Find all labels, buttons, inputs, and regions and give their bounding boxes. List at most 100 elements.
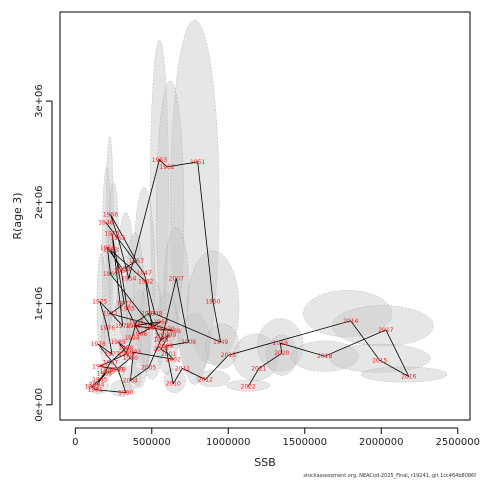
footer-credit: stockassessment.org, NEACod-2025_Final, … xyxy=(303,473,476,479)
uncertainty-ellipse xyxy=(332,305,434,347)
uncertainty-ellipse xyxy=(129,290,150,388)
year-point-label: 2010 xyxy=(166,381,181,388)
year-point-label: 1999 xyxy=(161,332,176,339)
year-point-label: 2001 xyxy=(161,351,176,358)
year-point-label: 1964 xyxy=(114,268,129,275)
year-point-label: 2006 xyxy=(155,333,170,340)
x-tick-label: 1000000 xyxy=(206,437,251,448)
plot-frame xyxy=(59,11,471,421)
year-point-label: 1971 xyxy=(103,311,118,318)
uncertainty-ellipse xyxy=(110,380,133,397)
year-point-label: 1984 xyxy=(89,382,104,389)
year-point-label: 1950 xyxy=(205,299,220,306)
year-point-label: 2003 xyxy=(126,349,141,356)
uncertainty-ellipse xyxy=(226,379,270,392)
year-point-label: 1956 xyxy=(103,211,118,218)
year-point-label: 1954 xyxy=(121,275,136,282)
y-tick-label: 1e+06 xyxy=(34,287,45,321)
year-point-label: 1994 xyxy=(124,335,139,342)
year-point-label: 2022 xyxy=(241,384,256,391)
year-point-label: 1973 xyxy=(104,231,119,238)
year-point-label: 2011 xyxy=(175,365,190,372)
uncertainty-ellipse xyxy=(156,80,185,345)
year-point-label: 1959 xyxy=(100,245,115,252)
year-point-label: 2017 xyxy=(378,327,393,334)
year-point-label: 1947 xyxy=(137,270,152,277)
y-tick-label: 2e+06 xyxy=(34,186,45,220)
year-point-label: 1983 xyxy=(100,368,115,375)
year-point-label: 1968 xyxy=(126,323,141,330)
uncertainty-ellipse xyxy=(329,343,431,373)
year-point-label: 1961 xyxy=(144,324,159,331)
year-point-label: 1967 xyxy=(153,319,168,326)
year-point-label: 1989 xyxy=(110,339,125,346)
year-point-label: 2019 xyxy=(273,340,288,347)
uncertainty-ellipse xyxy=(163,227,189,350)
year-point-label: 1996 xyxy=(141,311,156,318)
sr-trajectory-line xyxy=(91,159,410,394)
year-point-label: 1949 xyxy=(213,339,228,346)
year-point-label: 1993 xyxy=(118,351,133,358)
year-point-label: 2002 xyxy=(166,356,181,363)
year-point-label: 2008 xyxy=(181,339,196,346)
year-point-label: 2009 xyxy=(158,343,173,350)
year-point-label: 1952 xyxy=(159,164,174,171)
year-point-label: 2021 xyxy=(251,365,266,372)
x-tick-label: 0 xyxy=(72,437,78,448)
uncertainty-ellipse xyxy=(195,370,231,387)
year-point-label: 1963 xyxy=(103,247,118,254)
year-point-label: 1948 xyxy=(147,311,162,318)
year-point-label: 1986 xyxy=(97,370,112,377)
year-point-label: 1987 xyxy=(103,359,118,366)
year-point-label: 1995 xyxy=(129,319,144,326)
year-point-label: 1992 xyxy=(92,363,107,370)
x-axis-title: SSB xyxy=(254,456,276,469)
year-point-label: 1960 xyxy=(103,271,118,278)
uncertainty-ellipse-layer xyxy=(87,19,448,397)
uncertainty-ellipse xyxy=(186,250,240,365)
uncertainty-ellipse xyxy=(302,290,393,338)
year-point-label: 2007 xyxy=(169,275,184,282)
year-point-label: 2012 xyxy=(198,377,213,384)
year-point-label: 2016 xyxy=(401,373,416,380)
year-point-label: 1998 xyxy=(153,337,168,344)
year-point-label: 1962 xyxy=(138,278,153,285)
year-point-label: 1975 xyxy=(92,299,107,306)
year-point-label: 1972 xyxy=(117,301,132,308)
x-tick-label: 1500000 xyxy=(283,437,328,448)
year-point-label: 1985 xyxy=(92,377,107,384)
year-point-label: 1991 xyxy=(109,366,124,373)
year-point-label: 1997 xyxy=(147,325,162,332)
year-point-label: 1955 xyxy=(110,235,125,242)
uncertainty-ellipse xyxy=(155,293,179,375)
year-point-label: 2020 xyxy=(274,350,289,357)
year-point-label: 1977 xyxy=(104,351,119,358)
year-point-label: 1969 xyxy=(166,328,181,335)
uncertainty-ellipse xyxy=(205,323,240,369)
year-point-label: 1946 xyxy=(98,220,113,227)
year-point-label: 1970 xyxy=(159,326,174,333)
year-point-label: 2005 xyxy=(141,364,156,371)
uncertainty-ellipse xyxy=(232,333,280,381)
year-point-label: 1979 xyxy=(110,366,125,373)
year-point-label: 2015 xyxy=(372,357,387,364)
year-point-label: 1976 xyxy=(100,325,115,332)
year-point-label: 1982 xyxy=(84,384,99,391)
year-point-label: 1966 xyxy=(132,331,147,338)
y-tick-label: 0e+00 xyxy=(34,388,45,422)
year-point-label: 2000 xyxy=(153,346,168,353)
year-point-label: 1990 xyxy=(123,355,138,362)
uncertainty-ellipse xyxy=(169,19,220,385)
x-axis: 0 500000 1000000 1500000 2000000 2500000 xyxy=(72,427,480,448)
trajectory-line-layer xyxy=(91,159,410,394)
year-point-label: 1953 xyxy=(152,157,167,164)
x-tick-label: 500000 xyxy=(133,437,171,448)
year-point-label: 1958 xyxy=(115,266,130,273)
x-tick-label: 2500000 xyxy=(435,437,480,448)
year-point-label: 2018 xyxy=(317,353,332,360)
year-point-label: 1957 xyxy=(129,258,144,265)
year-point-label: 1988 xyxy=(118,345,133,352)
year-point-label: 1965 xyxy=(120,306,135,313)
